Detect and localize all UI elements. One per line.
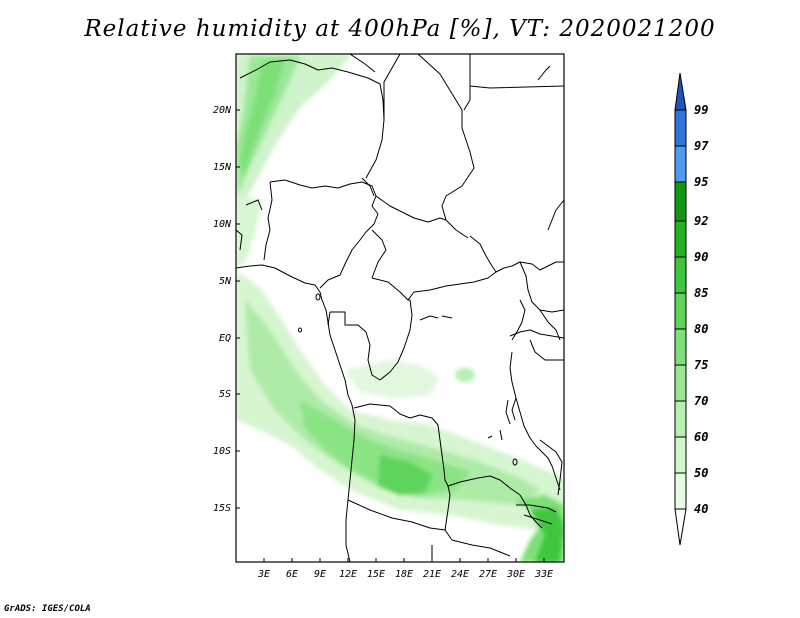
lat-label: 10S <box>213 446 231 457</box>
country-borders <box>236 54 564 562</box>
colorbar-segment <box>674 145 687 183</box>
colorbar-top-cap <box>674 72 687 111</box>
colorbar-label: 92 <box>694 214 708 228</box>
lat-label: 5N <box>219 276 232 287</box>
colorbar-label: 50 <box>694 466 708 480</box>
humidity-region-southeast-core <box>530 508 564 562</box>
lat-label: 10N <box>213 219 232 230</box>
humidity-region-congo-light <box>345 360 440 398</box>
lon-label: 24E <box>451 569 469 580</box>
lon-label: 27E <box>479 569 497 580</box>
lat-label: 15N <box>213 162 232 173</box>
colorbar-label: 99 <box>694 103 708 117</box>
colorbar-segment <box>674 109 687 147</box>
lon-label: 9E <box>314 569 326 580</box>
colorbar-label: 60 <box>694 430 708 444</box>
colorbar-segment <box>674 181 687 222</box>
lon-label: 33E <box>534 569 553 580</box>
lon-label: 21E <box>423 569 441 580</box>
map-title: Relative humidity at 400hPa [%], VT: 202… <box>84 16 716 42</box>
lon-label: 3E <box>257 569 270 580</box>
colorbar-label: 75 <box>694 358 708 372</box>
humidity-region-east-blob <box>455 368 475 382</box>
lon-label: 6E <box>286 569 298 580</box>
humidity-region-west-coast <box>236 195 262 270</box>
colorbar-segment <box>674 472 687 510</box>
colorbar-label: 85 <box>694 286 708 300</box>
latitude-ticks <box>236 109 240 509</box>
colorbar <box>674 72 687 546</box>
colorbar-segment <box>674 220 687 258</box>
lon-label: 12E <box>339 569 357 580</box>
lon-label: 18E <box>395 569 413 580</box>
colorbar-label: 80 <box>694 322 708 336</box>
lon-label: 15E <box>367 569 385 580</box>
latitude-axis: 20N 15N 10N 5N EQ 5S 10S 15S <box>213 105 232 514</box>
humidity-field <box>236 54 564 562</box>
humidity-region-northwest-medium <box>236 56 300 195</box>
colorbar-segment <box>674 328 687 366</box>
lat-label: EQ <box>219 333 231 344</box>
colorbar-label: 95 <box>694 175 708 189</box>
colorbar-segment <box>674 400 687 438</box>
colorbar-labels: 40 50 60 70 75 80 85 90 92 95 97 99 <box>694 103 709 516</box>
humidity-region-angola-core <box>378 455 432 495</box>
colorbar-segment <box>674 256 687 294</box>
colorbar-segment <box>674 436 687 474</box>
colorbar-label: 70 <box>694 394 708 408</box>
colorbar-bottom-cap <box>674 508 687 546</box>
colorbar-segment <box>674 364 687 402</box>
colorbar-label: 90 <box>694 250 708 264</box>
longitude-ticks <box>263 558 545 562</box>
lat-label: 15S <box>213 503 231 514</box>
humidity-region-northwest-strong <box>240 60 285 175</box>
map-frame <box>235 53 565 563</box>
colorbar-label: 97 <box>694 139 709 153</box>
colorbar-label: 40 <box>694 502 708 516</box>
lat-label: 5S <box>219 389 231 400</box>
grads-credit: GrADS: IGES/COLA <box>4 604 91 614</box>
humidity-region-south-strong <box>300 400 470 495</box>
lon-label: 30E <box>506 569 525 580</box>
lat-label: 20N <box>213 105 232 116</box>
lakes-and-islands <box>298 65 551 466</box>
colorbar-segment <box>674 292 687 330</box>
longitude-axis: 3E 6E 9E 12E 15E 18E 21E 24E 27E 30E 33E <box>257 569 553 580</box>
